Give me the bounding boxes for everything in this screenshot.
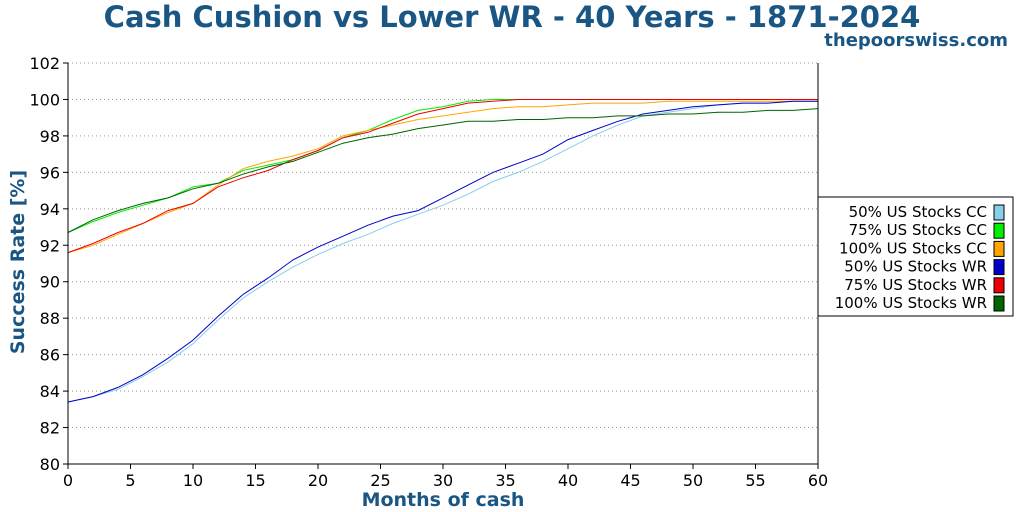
plot-frame bbox=[67, 63, 819, 465]
legend-label: 50% US Stocks WR bbox=[844, 258, 987, 276]
y-tick-label: 94 bbox=[40, 200, 60, 219]
x-tick-label: 15 bbox=[245, 471, 265, 490]
legend-box bbox=[817, 196, 1014, 317]
grid-lines bbox=[68, 62, 818, 429]
y-tick-label: 96 bbox=[40, 163, 60, 182]
legend-swatch bbox=[993, 240, 1005, 257]
x-tick-label: 0 bbox=[63, 471, 73, 490]
y-tick-label: 82 bbox=[40, 419, 60, 438]
series-line-5 bbox=[67, 99, 818, 254]
legend-swatch bbox=[993, 259, 1005, 276]
x-tick-label: 25 bbox=[370, 471, 390, 490]
y-tick-label: 84 bbox=[40, 382, 60, 401]
y-tick-label: 86 bbox=[40, 346, 60, 365]
legend-swatch bbox=[993, 204, 1005, 221]
y-tick-label: 100 bbox=[29, 90, 60, 109]
legend-swatch bbox=[993, 295, 1005, 312]
x-tick-label: 40 bbox=[558, 471, 578, 490]
chart-title: Cash Cushion vs Lower WR - 40 Years - 18… bbox=[104, 0, 921, 34]
legend-swatch bbox=[993, 222, 1005, 239]
legend-label: 100% US Stocks WR bbox=[835, 294, 987, 312]
legend-label: 75% US Stocks CC bbox=[849, 221, 987, 239]
legend-label: 50% US Stocks CC bbox=[849, 203, 987, 221]
x-tick-label: 50 bbox=[683, 471, 703, 490]
y-tick-label: 102 bbox=[29, 54, 60, 73]
x-ticks: 0 5 10 15 20 25 30 35 40 45 50 55 60 bbox=[63, 464, 828, 490]
x-tick-label: 30 bbox=[433, 471, 453, 490]
y-tick-label: 98 bbox=[40, 127, 60, 146]
series-line-4 bbox=[67, 100, 818, 403]
y-tick-label: 92 bbox=[40, 236, 60, 255]
series-line-2 bbox=[67, 99, 818, 233]
x-tick-label: 20 bbox=[308, 471, 328, 490]
x-tick-label: 5 bbox=[125, 471, 135, 490]
chart-subtitle: thepoorswiss.com bbox=[824, 30, 1008, 51]
series-line-1 bbox=[67, 100, 818, 403]
legend-label: 75% US Stocks WR bbox=[844, 276, 987, 294]
legend-swatch bbox=[993, 277, 1005, 294]
y-ticks: 80 82 84 86 88 90 92 94 96 98 100 102 bbox=[29, 54, 68, 474]
y-axis-title: Success Rate [%] bbox=[7, 170, 29, 354]
legend-label: 100% US Stocks CC bbox=[839, 239, 987, 257]
y-tick-label: 80 bbox=[40, 455, 60, 474]
x-tick-label: 35 bbox=[495, 471, 515, 490]
x-tick-label: 45 bbox=[620, 471, 640, 490]
y-tick-label: 88 bbox=[40, 309, 60, 328]
series-lines bbox=[67, 99, 819, 403]
series-line-6 bbox=[67, 108, 819, 233]
x-tick-label: 55 bbox=[745, 471, 765, 490]
y-tick-label: 90 bbox=[40, 273, 60, 292]
x-tick-label: 10 bbox=[183, 471, 203, 490]
x-axis-title: Months of cash bbox=[362, 489, 525, 511]
series-line-3 bbox=[67, 100, 818, 254]
x-tick-label: 60 bbox=[808, 471, 828, 490]
